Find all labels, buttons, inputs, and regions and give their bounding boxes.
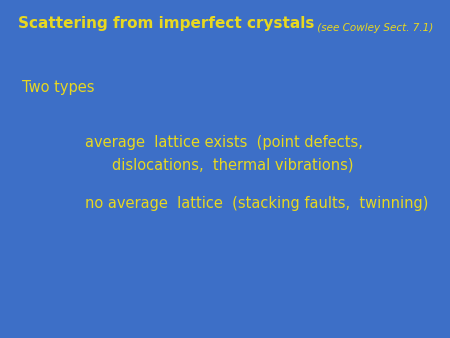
Text: (see Cowley Sect. 7.1): (see Cowley Sect. 7.1) bbox=[315, 23, 434, 33]
Text: average  lattice exists  (point defects,: average lattice exists (point defects, bbox=[85, 135, 363, 150]
Text: no average  lattice  (stacking faults,  twinning): no average lattice (stacking faults, twi… bbox=[85, 196, 428, 211]
Text: Two types: Two types bbox=[22, 80, 94, 95]
Text: dislocations,  thermal vibrations): dislocations, thermal vibrations) bbox=[112, 158, 354, 173]
Text: Scattering from imperfect crystals: Scattering from imperfect crystals bbox=[18, 16, 315, 31]
